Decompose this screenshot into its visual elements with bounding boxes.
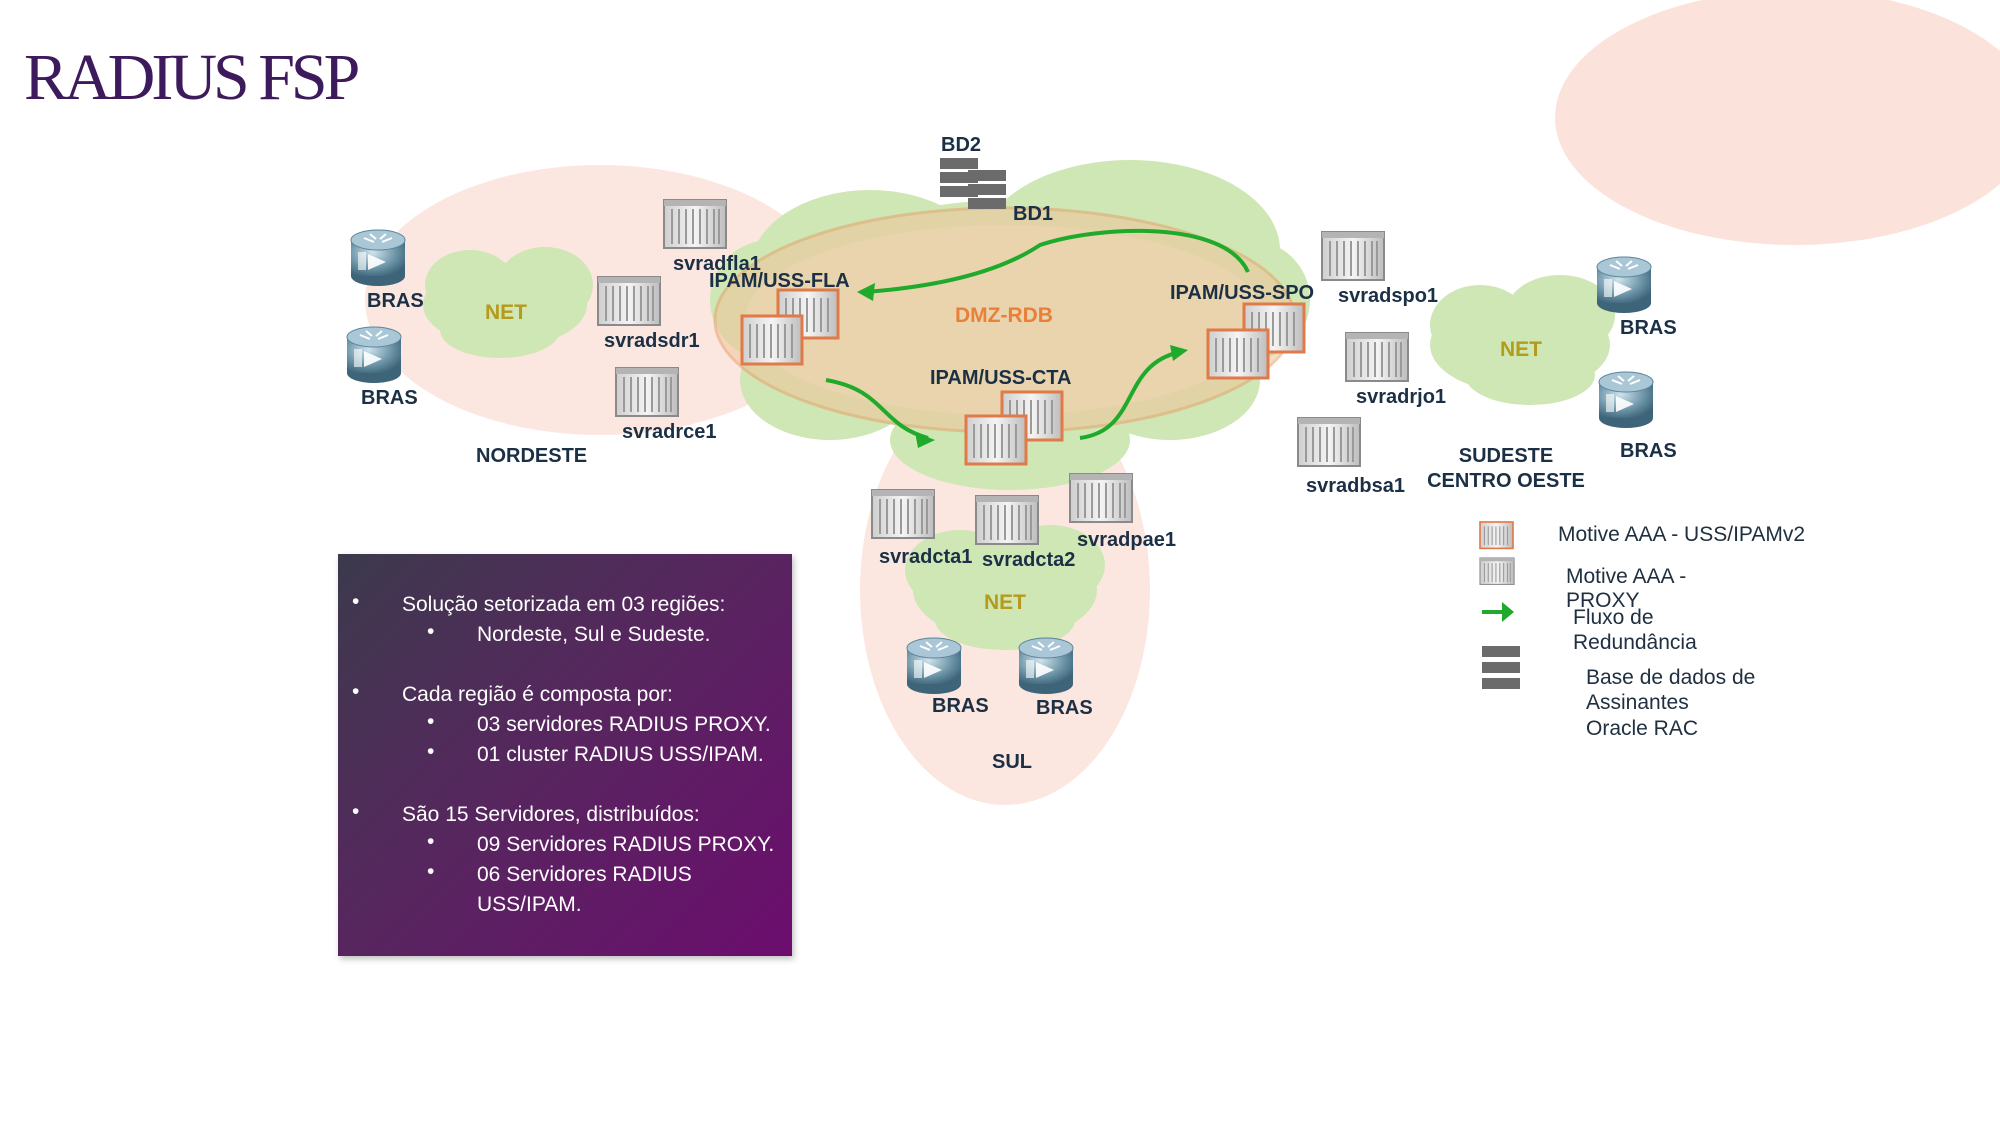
info-subbullet: 03 servidores RADIUS PROXY.: [352, 710, 782, 740]
info-bullet: São 15 Servidores, distribuídos:: [352, 800, 782, 830]
label-svradcta1: svradcta1: [879, 546, 972, 568]
info-subbullet: 06 Servidores RADIUS USS/IPAM.: [352, 860, 782, 920]
info-bullet: Cada região é composta por:: [352, 680, 782, 710]
server-svradcta2-icon: [975, 495, 1039, 545]
legend-database-icon: [1482, 646, 1520, 689]
redundancy-arrows: [825, 228, 1250, 440]
label-svradfla1: svradfla1: [673, 253, 761, 275]
label-dmz: DMZ-RDB: [955, 304, 1053, 327]
legend: Motive AAA - USS/IPAMv2 Motive AAA - PRO…: [1479, 521, 1805, 740]
arrow-spo-to-fla: [864, 228, 1250, 294]
server-svradrjo1-icon: [1345, 332, 1409, 382]
label-region-nordeste: NORDESTE: [476, 445, 587, 467]
router-bras-ne-bottom-icon: [346, 326, 402, 384]
label-region-sudeste: SUDESTE: [1459, 445, 1553, 467]
cluster-spo-server-front-icon: [1206, 328, 1270, 380]
cloud-net-nordeste: [423, 247, 593, 358]
label-bras-ne-top: BRAS: [367, 290, 424, 312]
label-bras-ne-bottom: BRAS: [361, 387, 418, 409]
database-bd1-icon: [968, 170, 1006, 209]
legend-item-flow-line2: Redundância: [1573, 631, 1697, 654]
arrow-fla-to-cta: [825, 378, 929, 440]
label-ipam-spo: IPAM/USS-SPO: [1170, 282, 1314, 304]
router-bras-sul-left-icon: [906, 637, 962, 695]
legend-item-proxy-line1: Motive AAA -: [1566, 565, 1686, 588]
label-net-sudeste: NET: [1500, 338, 1542, 361]
label-svradsdr1: svradsdr1: [604, 330, 700, 352]
label-svradrce1: svradrce1: [622, 421, 717, 443]
router-bras-sul-right-icon: [1018, 637, 1074, 695]
router-bras-ne-top-icon: [350, 229, 406, 287]
server-svradfla1-icon: [663, 199, 727, 249]
label-bras-sul-right: BRAS: [1036, 697, 1093, 719]
legend-item-db-line2: Assinantes: [1586, 691, 1689, 714]
cluster-fla-server-front-icon: [740, 314, 804, 366]
label-bd2: BD2: [941, 134, 981, 156]
cluster-cta-server-front-icon: [964, 414, 1028, 466]
server-svradrce1-icon: [615, 367, 679, 417]
cloud-net-sul: [905, 525, 1105, 650]
legend-arrow-icon: [1482, 602, 1514, 622]
legend-item-uss: Motive AAA - USS/IPAMv2: [1558, 523, 1805, 546]
label-bras-sul-left: BRAS: [932, 695, 989, 717]
label-svradrjo1: svradrjo1: [1356, 386, 1446, 408]
legend-item-db-line3: Oracle RAC: [1586, 717, 1698, 740]
label-svradpae1: svradpae1: [1077, 529, 1176, 551]
label-bd1: BD1: [1013, 203, 1053, 225]
legend-proxy-server-icon: [1479, 557, 1515, 585]
server-svradcta1-icon: [871, 489, 935, 539]
dmz-inner: [745, 225, 1265, 415]
info-subbullet: 01 cluster RADIUS USS/IPAM.: [352, 740, 782, 770]
router-bras-se-top-icon: [1596, 256, 1652, 314]
label-svradcta2: svradcta2: [982, 549, 1075, 571]
label-ipam-cta: IPAM/USS-CTA: [930, 367, 1071, 389]
legend-item-db-line1: Base de dados de: [1586, 666, 1755, 689]
label-bras-se-top: BRAS: [1620, 317, 1677, 339]
label-ipam-fla: IPAM/USS-FLA: [709, 270, 850, 292]
arrowheads: [857, 283, 1188, 448]
cloud-net-sudeste: [1430, 275, 1615, 405]
arrow-cta-to-spo: [1079, 350, 1181, 440]
server-svradbsa1-icon: [1297, 417, 1361, 467]
legend-item-proxy-line2: PROXY: [1566, 589, 1640, 612]
server-svradsdr1-icon: [597, 276, 661, 326]
label-bras-se-bottom: BRAS: [1620, 440, 1677, 462]
label-net-sul: NET: [984, 591, 1026, 614]
label-region-sul: SUL: [992, 751, 1032, 773]
label-net-nordeste: NET: [485, 301, 527, 324]
legend-item-flow-line1: Fluxo de: [1573, 606, 1654, 629]
label-svradbsa1: svradbsa1: [1306, 475, 1405, 497]
info-subbullet: Nordeste, Sul e Sudeste.: [352, 620, 782, 650]
router-bras-se-bottom-icon: [1598, 371, 1654, 429]
decorative-blob: [1555, 0, 2000, 245]
server-svradspo1-icon: [1321, 231, 1385, 281]
label-region-centro-oeste: CENTRO OESTE: [1427, 470, 1585, 492]
label-svradspo1: svradspo1: [1338, 285, 1438, 307]
info-subbullet: 09 Servidores RADIUS PROXY.: [352, 830, 782, 860]
info-box: Solução setorizada em 03 regiões: Nordes…: [338, 554, 792, 956]
info-bullet: Solução setorizada em 03 regiões:: [352, 590, 782, 620]
server-svradpae1-icon: [1069, 473, 1133, 523]
info-list: Solução setorizada em 03 regiões: Nordes…: [352, 590, 782, 920]
page-title: RADIUS FSP: [24, 41, 360, 114]
legend-uss-server-icon: [1479, 521, 1514, 550]
